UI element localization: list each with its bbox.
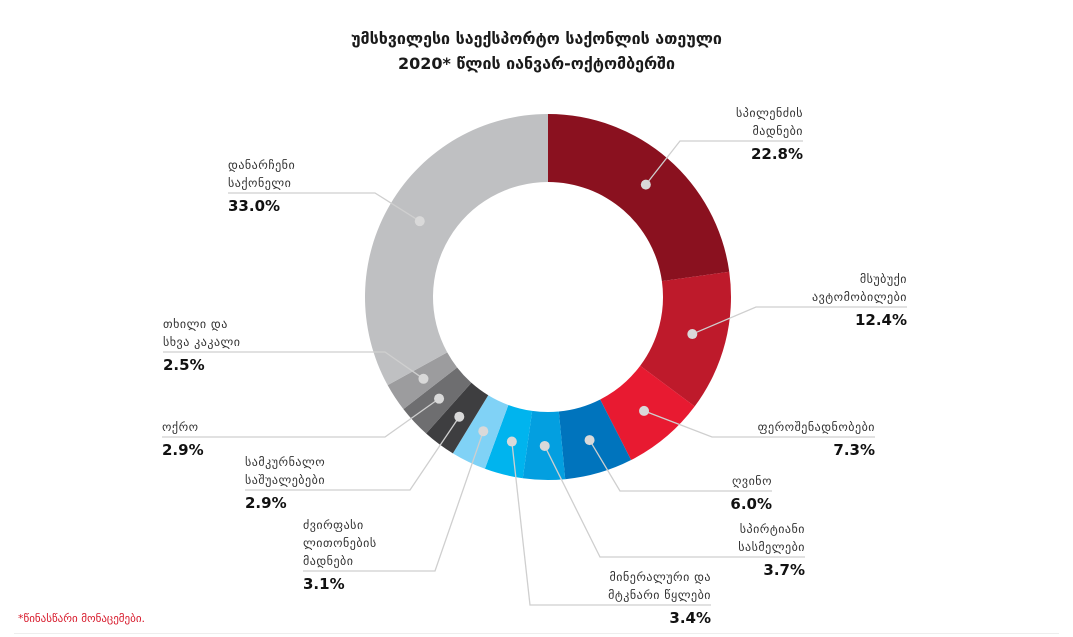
slice-label: სპილენძის მადნები 22.8%: [680, 104, 803, 163]
leader-dot: [418, 373, 429, 384]
slice-percent: 6.0%: [730, 495, 772, 513]
slice-name: საქონელი: [228, 176, 292, 190]
chart-title-line1: უმსხვილესი საექსპორტო საქონლის ათეული: [351, 29, 722, 48]
leader-line: [544, 445, 805, 558]
slice-percent: 22.8%: [750, 145, 803, 163]
slice-name: ლითონების: [303, 536, 377, 550]
slice-percent: 12.4%: [854, 311, 907, 329]
donut-slice: [640, 271, 731, 407]
slice-percent: 3.1%: [303, 575, 345, 593]
slice-label: სამკურნალო საშუალებები 2.9%: [245, 453, 410, 512]
slice-name: ღვინო: [732, 474, 772, 488]
chart-title: უმსხვილესი საექსპორტო საქონლის ათეული 20…: [0, 26, 1073, 76]
slice-name: ავტომობილები: [812, 290, 907, 304]
leader-dot: [414, 216, 425, 227]
leader-line: [511, 441, 711, 606]
slice-name: მინერალური და: [609, 570, 711, 584]
leader-dot: [434, 393, 445, 404]
slice-percent: 3.7%: [763, 561, 805, 579]
slice-label: მსუბუქი ავტომობილები 12.4%: [756, 270, 907, 329]
slice-label: მინერალური და მტკნარი წყლები 3.4%: [530, 568, 711, 627]
slice-name: სასმელები: [738, 540, 805, 554]
slice-label: სპირტიანი სასმელები 3.7%: [600, 520, 805, 579]
bottom-divider: [14, 633, 1059, 634]
leader-line: [162, 398, 440, 438]
chart-title-line2: 2020* წლის იანვარ-ოქტომბერში: [397, 54, 676, 73]
donut-slice: [548, 114, 730, 282]
slice-percent: 2.9%: [162, 441, 204, 459]
leader-dot: [478, 426, 489, 437]
slice-label: ძვირფასი ლითონების მადნები 3.1%: [303, 516, 435, 593]
donut-slice: [364, 114, 548, 386]
leader-dot: [539, 440, 550, 451]
leader-dot: [454, 411, 465, 422]
slice-name: მადნები: [752, 124, 803, 138]
slice-name: სპირტიანი: [739, 522, 805, 536]
slice-name: მტკნარი წყლები: [608, 588, 711, 602]
slice-name: მადნები: [303, 554, 354, 568]
leader-dot: [639, 405, 650, 416]
slice-label: დანარჩენი საქონელი 33.0%: [228, 156, 375, 215]
slice-name: ოქრო: [162, 420, 199, 434]
donut-slice: [558, 399, 632, 480]
slice-name: სხვა კაკალი: [163, 335, 241, 349]
slice-percent: 33.0%: [228, 197, 281, 215]
leader-dot: [584, 435, 595, 446]
slice-name: სამკურნალო: [245, 455, 326, 469]
slice-name: ფეროშენადნობები: [757, 420, 875, 434]
leader-dot: [687, 329, 698, 340]
leader-line: [692, 306, 907, 335]
slice-name: მსუბუქი: [859, 272, 907, 286]
footnote: *წინასწარი მონაცემები.: [18, 612, 146, 625]
slice-label: თხილი და სხვა კაკალი 2.5%: [163, 315, 385, 374]
leader-line: [245, 416, 460, 491]
leader-line: [643, 410, 875, 438]
slice-name: ძვირფასი: [303, 518, 364, 532]
slice-percent: 7.3%: [833, 441, 875, 459]
leader-line: [589, 439, 772, 492]
leader-dot: [640, 179, 651, 190]
slice-name: თხილი და: [163, 317, 228, 331]
leader-dot: [506, 436, 517, 447]
leader-line: [645, 140, 803, 186]
slice-name: სპილენძის: [736, 106, 803, 120]
slice-label: ოქრო 2.9%: [162, 418, 385, 459]
leader-line: [228, 192, 421, 222]
leader-line: [163, 351, 424, 380]
slice-percent: 2.5%: [163, 356, 205, 374]
slice-percent: 2.9%: [245, 494, 287, 512]
slice-percent: 3.4%: [669, 609, 711, 627]
slice-name: საშუალებები: [245, 473, 326, 487]
slice-label: ღვინო 6.0%: [620, 472, 772, 513]
slice-label: ფეროშენადნობები 7.3%: [712, 418, 875, 459]
slice-name: დანარჩენი: [228, 158, 296, 172]
leader-line: [303, 431, 484, 572]
